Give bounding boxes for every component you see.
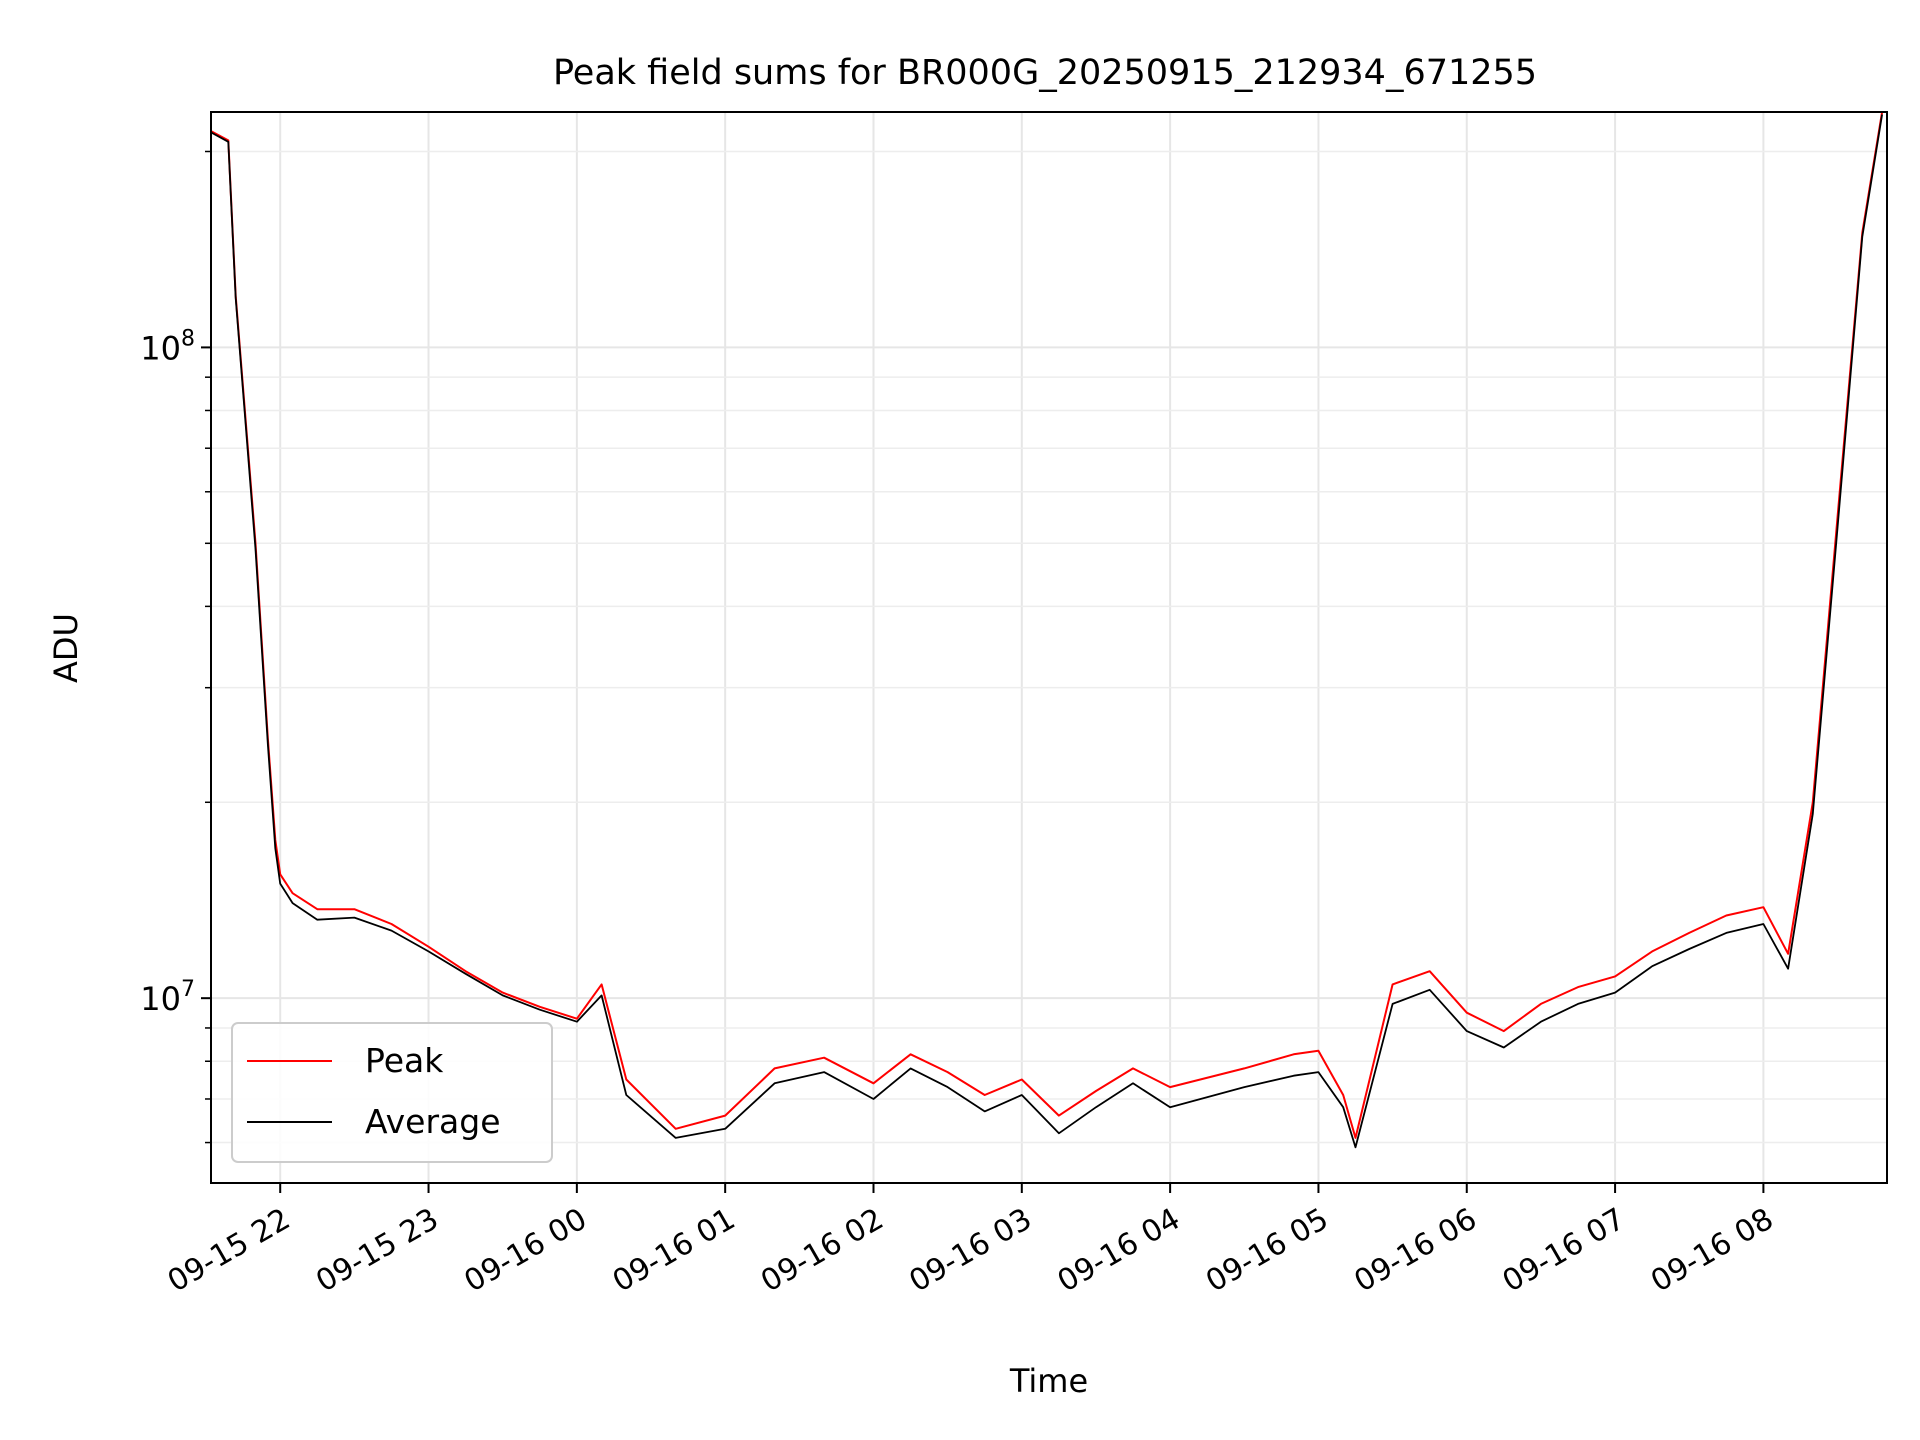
y-tick-label: 107 <box>140 977 195 1018</box>
plot-frame <box>210 111 1888 1184</box>
y-axis-label: ADU <box>47 613 85 683</box>
series-line-peak <box>211 112 1884 1139</box>
legend: Peak Average <box>231 1022 553 1163</box>
legend-label-average: Average <box>365 1102 501 1141</box>
y-axis: 107 108 <box>140 150 211 1144</box>
legend-label-peak: Peak <box>365 1041 444 1080</box>
grid <box>211 112 1887 1183</box>
y-tick-label: 108 <box>140 326 195 367</box>
x-axis-label: Time <box>1009 1362 1088 1400</box>
chart-title: Peak field sums for BR000G_20250915_2129… <box>553 53 1537 93</box>
series-line-average <box>211 114 1883 1149</box>
legend-box <box>231 1022 553 1163</box>
series-layer <box>211 112 1884 1149</box>
